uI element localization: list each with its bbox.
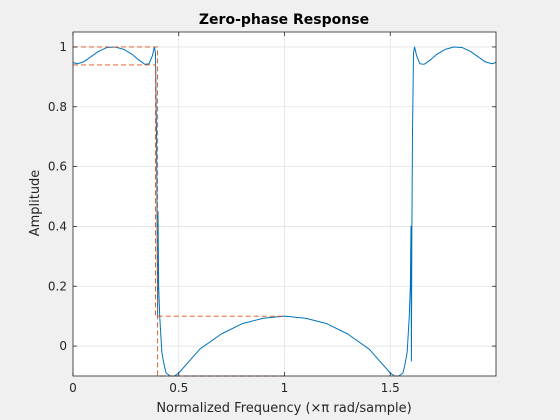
x-tick-label: 0.5	[169, 381, 188, 395]
spec-limit-line	[73, 64, 285, 317]
x-tick-label: 1	[281, 381, 289, 395]
y-tick-label: 0.2	[48, 279, 67, 293]
y-tick-label: 0.4	[48, 219, 67, 233]
y-tick-label: 0	[59, 339, 67, 353]
response-line	[72, 46, 497, 377]
spec-limit-line	[73, 46, 285, 377]
series-layer	[72, 46, 497, 377]
y-tick-label: 0.8	[48, 100, 67, 114]
x-tick-label: 1.5	[381, 381, 400, 395]
grid	[72, 32, 496, 376]
ticks: 0 0.5 1 1.5 0 0.2 0.4 0.6 0.8 1	[48, 32, 496, 395]
y-axis-label: Amplitude	[28, 170, 43, 237]
x-axis-label: Normalized Frequency (×π rad/sample)	[156, 401, 411, 416]
y-tick-label: 0.6	[48, 160, 67, 174]
plot-area: 0 0.5 1 1.5 0 0.2 0.4 0.6 0.8 1	[48, 31, 497, 395]
chart-title: Zero-phase Response	[199, 12, 369, 28]
x-tick-label: 0	[69, 381, 77, 395]
y-tick-label: 1	[59, 40, 67, 54]
